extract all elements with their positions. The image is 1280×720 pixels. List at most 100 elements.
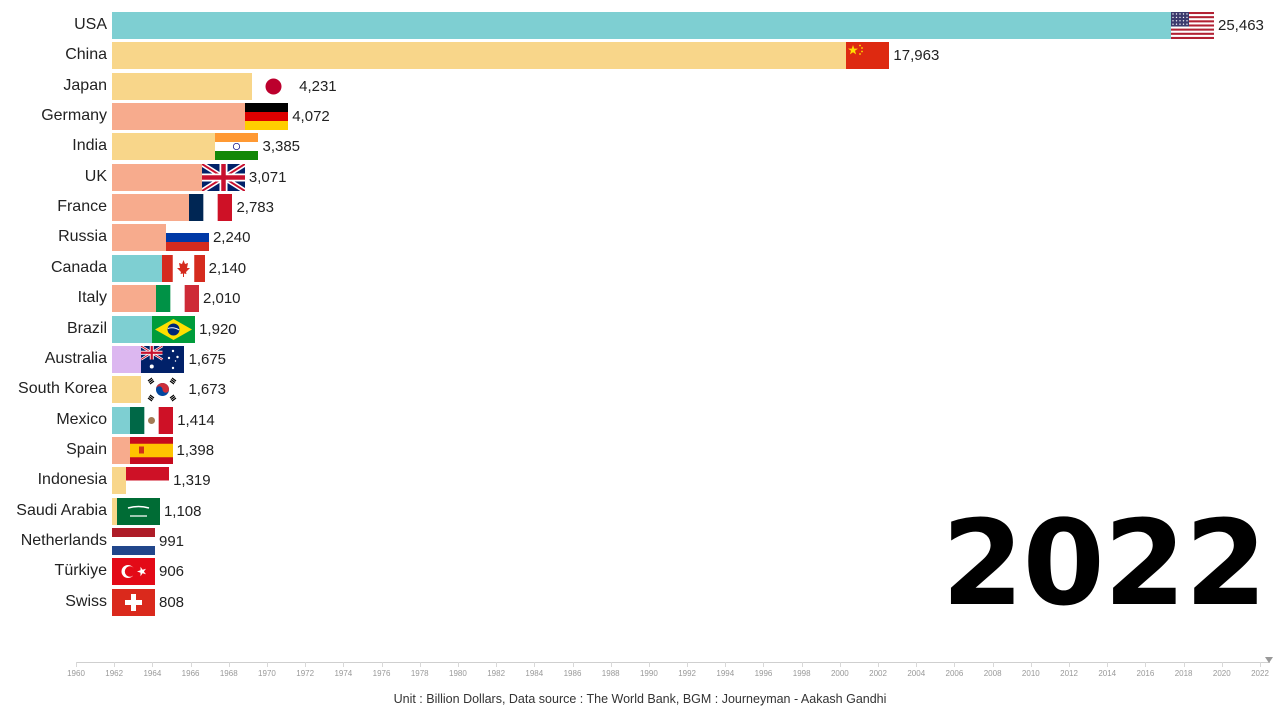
- country-label-italy: Italy: [77, 289, 107, 307]
- country-label-russia: Russia: [58, 228, 107, 246]
- south-korea-flag-icon: [141, 376, 185, 404]
- timeline-tick-label: 2002: [869, 669, 887, 678]
- timeline-tick-label: 2014: [1098, 669, 1117, 678]
- year-label: 2022: [941, 494, 1267, 632]
- timeline-tick-mark: [954, 662, 956, 667]
- swiss-flag-icon: [112, 588, 155, 616]
- timeline-tick-label: 2008: [983, 669, 1002, 678]
- italy-flag-icon: [155, 285, 199, 313]
- timeline-tick-label: 2006: [945, 669, 964, 678]
- country-label-spain: Spain: [66, 440, 107, 458]
- timeline-tick-label: 1982: [487, 669, 506, 678]
- country-label-mexico: Mexico: [56, 410, 107, 428]
- australia-flag-icon: [141, 345, 185, 373]
- timeline-line: [76, 662, 1270, 663]
- timeline-tick-mark: [610, 662, 612, 667]
- value-label-france: 2,783: [236, 199, 274, 217]
- timeline-tick-label: 1996: [754, 669, 773, 678]
- country-label-china: China: [65, 46, 107, 64]
- value-label-saudi-arabia: 1,108: [163, 502, 202, 520]
- timeline-tick-mark: [457, 662, 459, 667]
- value-label-netherlands: 991: [159, 532, 185, 550]
- timeline-tick-mark: [801, 662, 803, 667]
- timeline-tick-mark: [1145, 662, 1147, 667]
- country-label-france: France: [57, 198, 107, 216]
- timeline-progress-marker: [1265, 657, 1273, 663]
- timeline-tick-mark: [228, 662, 230, 667]
- value-label-uk: 3,071: [248, 168, 287, 186]
- germany-flag-icon: [245, 103, 289, 131]
- bar-usa: [112, 12, 1214, 39]
- timeline-tick-mark: [1069, 662, 1071, 667]
- timeline-tick-label: 2004: [907, 669, 926, 678]
- bar-china: [112, 42, 890, 70]
- india-flag-icon: [215, 133, 259, 161]
- timeline-tick-label: 1990: [639, 669, 658, 678]
- timeline-tick-mark: [1221, 662, 1223, 667]
- value-label-brazil: 1,920: [199, 320, 237, 338]
- country-label-india: India: [72, 137, 107, 155]
- value-label-australia: 1,675: [188, 350, 227, 368]
- japan-flag-icon: [252, 72, 296, 100]
- timeline-tick-mark: [878, 662, 880, 667]
- timeline-tick-label: 1960: [67, 669, 85, 678]
- timeline-tick-mark: [992, 662, 994, 667]
- country-label-indonesia: Indonesia: [37, 471, 107, 489]
- usa-flag-icon: [1171, 12, 1214, 39]
- country-label-netherlands: Netherlands: [20, 531, 107, 549]
- timeline-tick-label: 1974: [334, 669, 353, 678]
- timeline-tick-label: 1964: [143, 669, 162, 678]
- country-label-swiss: Swiss: [65, 592, 107, 610]
- value-label-india: 3,385: [262, 138, 301, 156]
- timeline-tick-mark: [1260, 662, 1261, 667]
- timeline-tick-label: 1986: [563, 669, 582, 678]
- footer-caption: Unit : Billion Dollars, Data source : Th…: [393, 692, 887, 706]
- timeline-tick-mark: [725, 662, 727, 667]
- timeline-tick-label: 1978: [410, 669, 429, 678]
- timeline-tick-mark: [496, 662, 498, 667]
- timeline-tick-mark: [76, 662, 77, 667]
- timeline-tick-mark: [419, 662, 421, 667]
- france-flag-icon: [189, 194, 233, 222]
- mexico-flag-icon: [130, 406, 174, 434]
- value-label-usa: 25,463: [1218, 17, 1264, 34]
- brazil-flag-icon: [152, 315, 196, 343]
- value-label-italy: 2,010: [202, 290, 241, 308]
- timeline-axis: 1960 1962 1964 1966 1968 1970 1972 1974 1976 1978…: [60, 655, 1280, 685]
- timeline-tick-mark: [305, 662, 307, 667]
- country-label-south-korea: South Korea: [18, 380, 107, 398]
- timeline-tick-label: 1970: [258, 669, 276, 678]
- timeline-tick-mark: [266, 662, 268, 667]
- timeline-tick-mark: [381, 662, 383, 667]
- country-label-australia: Australia: [44, 349, 107, 367]
- timeline-tick-label: 2010: [1021, 669, 1040, 678]
- timeline-tick-label: 1966: [181, 669, 200, 678]
- saudi-arabia-flag-icon: [116, 497, 160, 525]
- country-label-canada: Canada: [50, 258, 107, 276]
- country-label-usa: USA: [74, 16, 107, 33]
- value-label-t-rkiye: 906: [159, 563, 185, 581]
- spain-flag-icon: [129, 436, 173, 464]
- timeline-tick-mark: [1107, 662, 1109, 667]
- timeline-tick-mark: [1183, 662, 1185, 667]
- uk-flag-icon: [201, 163, 245, 191]
- value-label-swiss: 808: [159, 593, 185, 611]
- value-label-south-korea: 1,673: [188, 381, 226, 399]
- timeline-tick-label: 1998: [792, 669, 811, 678]
- country-label-saudi-arabia: Saudi Arabia: [16, 501, 107, 519]
- timeline-tick-label: 1994: [716, 669, 735, 678]
- canada-flag-icon: [161, 254, 205, 282]
- timeline-tick-label: 1968: [219, 669, 238, 678]
- timeline-tick-label: 1984: [525, 669, 544, 678]
- country-label-japan: Japan: [63, 76, 107, 94]
- timeline-tick-label: 2016: [1136, 669, 1155, 678]
- timeline-tick-mark: [763, 662, 765, 667]
- timeline-tick-mark: [114, 662, 116, 667]
- timeline-tick-mark: [343, 662, 345, 667]
- timeline-tick-label: 1976: [372, 669, 391, 678]
- country-label-brazil: Brazil: [66, 319, 107, 337]
- timeline-tick-label: 2000: [830, 669, 849, 678]
- value-label-canada: 2,140: [208, 259, 247, 277]
- timeline-tick-mark: [687, 662, 689, 667]
- country-label-uk: UK: [84, 167, 107, 185]
